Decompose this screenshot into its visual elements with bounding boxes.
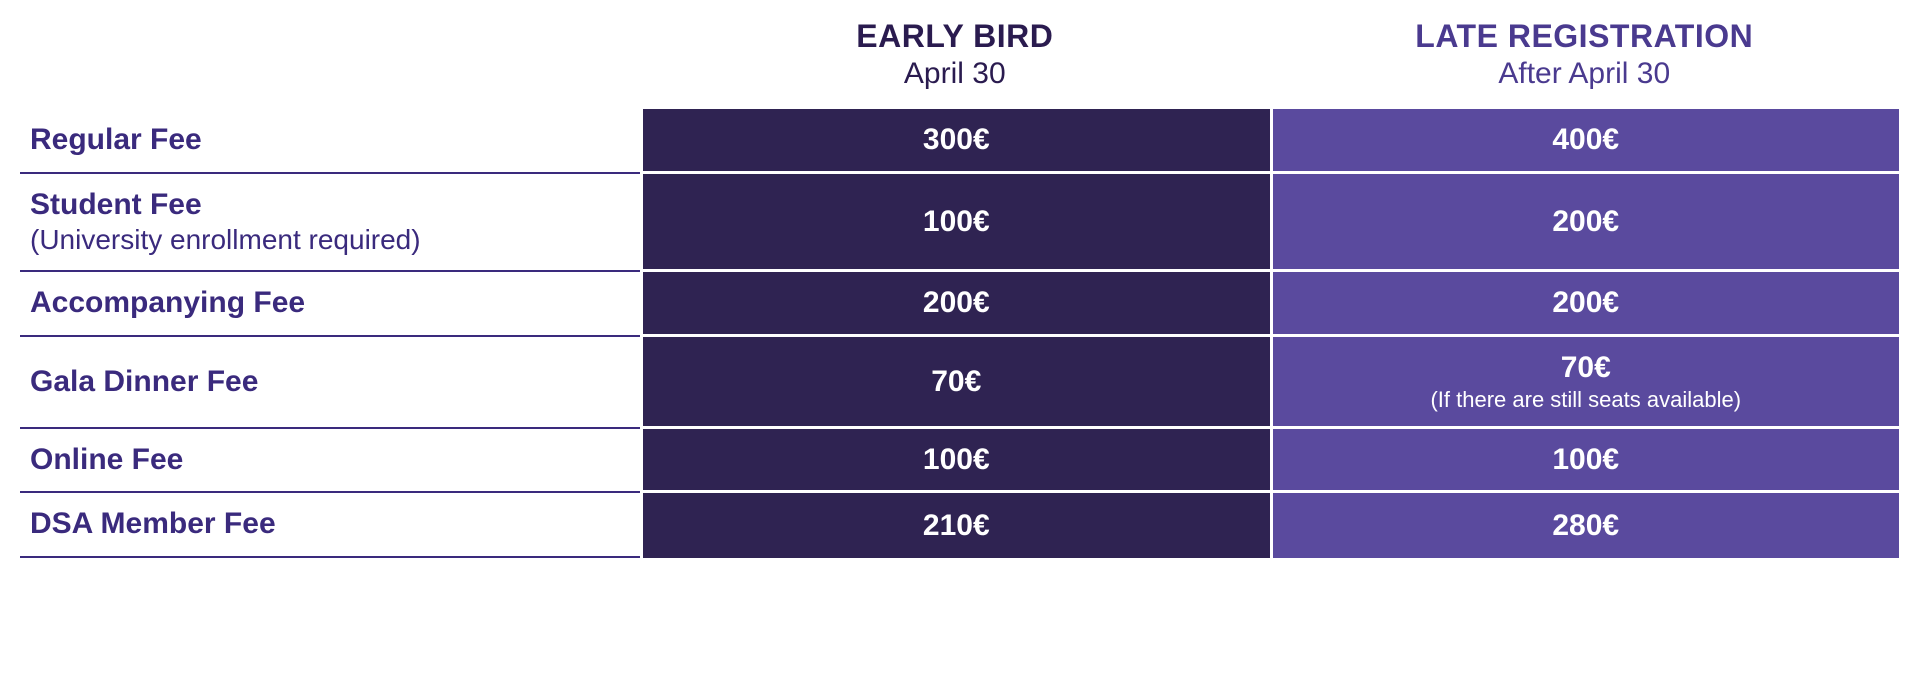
price-early-value: 300€ xyxy=(923,123,990,156)
table-row: Accompanying Fee 200€ 200€ xyxy=(20,272,1899,337)
price-early-value: 210€ xyxy=(923,509,990,542)
price-early-value: 70€ xyxy=(931,365,981,398)
price-early-value: 100€ xyxy=(923,443,990,476)
row-label-sub: (University enrollment required) xyxy=(30,224,622,256)
price-late: 70€ (If there are still seats available) xyxy=(1270,337,1899,429)
header-early-title: EARLY BIRD xyxy=(650,18,1259,55)
row-label: Student Fee(University enrollment requir… xyxy=(20,174,640,273)
row-label: DSA Member Fee xyxy=(20,493,640,558)
price-late-value: 200€ xyxy=(1552,286,1619,319)
price-late-value: 280€ xyxy=(1552,509,1619,542)
price-early: 300€ xyxy=(640,109,1269,174)
table-row: Student Fee(University enrollment requir… xyxy=(20,174,1899,273)
table-row: Regular Fee 300€ 400€ xyxy=(20,109,1899,174)
header-late-subtitle: After April 30 xyxy=(1280,57,1889,91)
row-label: Gala Dinner Fee xyxy=(20,337,640,429)
header-blank xyxy=(20,10,640,109)
fee-table: EARLY BIRD April 30 LATE REGISTRATION Af… xyxy=(20,10,1899,558)
price-late: 200€ xyxy=(1270,272,1899,337)
price-early-value: 100€ xyxy=(923,205,990,238)
header-late-title: LATE REGISTRATION xyxy=(1280,18,1889,55)
row-label-text: DSA Member Fee xyxy=(30,507,276,540)
row-label-text: Gala Dinner Fee xyxy=(30,365,258,398)
price-late-value: 200€ xyxy=(1552,205,1619,238)
row-label-text: Online Fee xyxy=(30,443,183,476)
price-late: 100€ xyxy=(1270,429,1899,494)
price-late-value: 70€ xyxy=(1561,351,1611,384)
price-late-value: 400€ xyxy=(1552,123,1619,156)
table-header-row: EARLY BIRD April 30 LATE REGISTRATION Af… xyxy=(20,10,1899,109)
header-early: EARLY BIRD April 30 xyxy=(640,10,1269,109)
price-late: 280€ xyxy=(1270,493,1899,558)
price-early: 100€ xyxy=(640,174,1269,273)
row-label: Regular Fee xyxy=(20,109,640,174)
row-label-text: Regular Fee xyxy=(30,123,202,156)
row-label: Online Fee xyxy=(20,429,640,494)
price-early: 210€ xyxy=(640,493,1269,558)
price-early-value: 200€ xyxy=(923,286,990,319)
price-late: 200€ xyxy=(1270,174,1899,273)
header-early-subtitle: April 30 xyxy=(650,57,1259,91)
row-label-text: Accompanying Fee xyxy=(30,286,305,319)
row-label-text: Student Fee xyxy=(30,188,202,221)
table-row: Gala Dinner Fee 70€ 70€ (If there are still… xyxy=(20,337,1899,429)
price-early: 200€ xyxy=(640,272,1269,337)
price-late-value: 100€ xyxy=(1552,443,1619,476)
price-early: 100€ xyxy=(640,429,1269,494)
price-early: 70€ xyxy=(640,337,1269,429)
table-row: DSA Member Fee 210€ 280€ xyxy=(20,493,1899,558)
price-late: 400€ xyxy=(1270,109,1899,174)
row-label: Accompanying Fee xyxy=(20,272,640,337)
price-late-sub: (If there are still seats available) xyxy=(1283,388,1889,412)
table-row: Online Fee 100€ 100€ xyxy=(20,429,1899,494)
header-late: LATE REGISTRATION After April 30 xyxy=(1270,10,1899,109)
